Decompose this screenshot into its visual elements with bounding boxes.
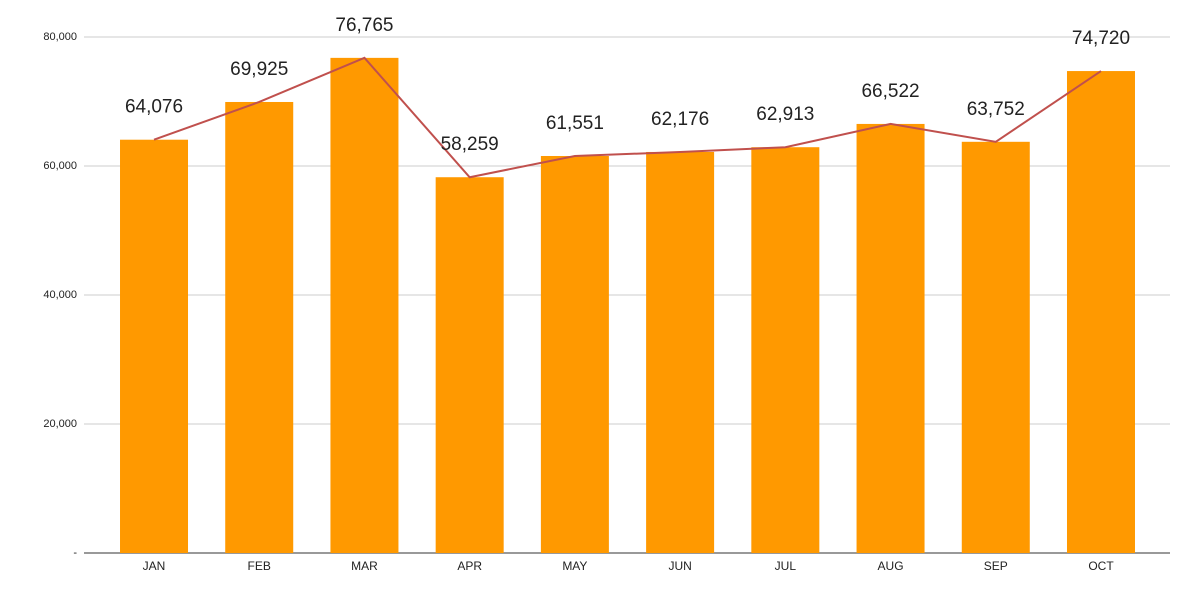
x-tick-label: APR (457, 559, 482, 573)
bar (120, 139, 189, 554)
y-tick-label: 40,000 (43, 289, 77, 301)
bar (961, 141, 1030, 553)
y-tick-label: 60,000 (43, 160, 77, 172)
bar (330, 57, 399, 553)
data-label: 61,551 (546, 113, 604, 134)
data-label: 66,522 (861, 81, 919, 102)
bar (225, 101, 294, 553)
data-label: 62,176 (651, 109, 709, 130)
x-tick-label: SEP (984, 559, 1008, 573)
x-tick-label: JUN (668, 559, 691, 573)
data-label: 58,259 (441, 134, 499, 155)
data-label: 62,913 (756, 104, 814, 125)
x-tick-label: MAY (562, 559, 587, 573)
data-label: 74,720 (1072, 28, 1130, 49)
data-label: 69,925 (230, 59, 288, 80)
bar (856, 123, 925, 553)
x-tick-label: OCT (1088, 559, 1114, 573)
data-label: 63,752 (967, 99, 1025, 120)
bar (1066, 71, 1135, 553)
x-tick-label: MAR (351, 559, 378, 573)
x-tick-label: JAN (143, 559, 166, 573)
trend-line (153, 56, 1102, 179)
bar (540, 155, 609, 554)
x-tick-label: JUL (775, 559, 797, 573)
x-tick-label: FEB (248, 559, 271, 573)
bar (646, 151, 715, 554)
bar (435, 177, 504, 554)
y-tick-label: 80,000 (43, 31, 77, 43)
y-tick-label: 20,000 (43, 418, 77, 430)
x-tick-label: AUG (878, 559, 904, 573)
bar (751, 147, 820, 553)
data-label: 76,765 (335, 15, 393, 36)
data-label: 64,076 (125, 97, 183, 118)
y-tick-label: - (73, 547, 77, 559)
